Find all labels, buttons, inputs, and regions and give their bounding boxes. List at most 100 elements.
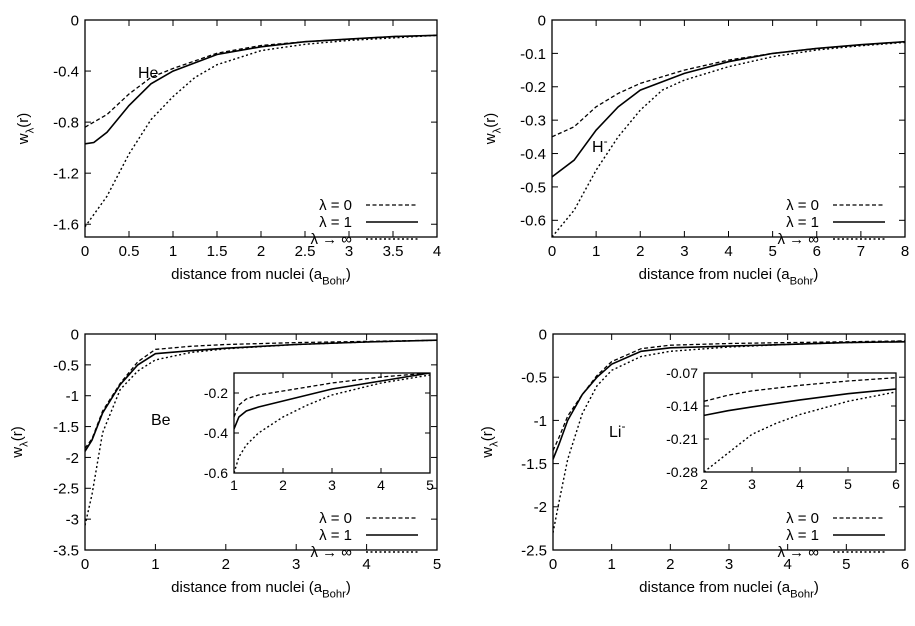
- panel-be-inset-y-tick-label: -0.4: [204, 425, 228, 441]
- panel-be-inset-x-tick-label: 4: [377, 477, 385, 493]
- panel-be-x-tick-label: 5: [433, 556, 441, 573]
- panel-li-inset-x-tick-label: 6: [892, 476, 900, 492]
- panel-h-series-line-1: [552, 40, 905, 178]
- panel-h-y-tick-label: 0: [538, 12, 546, 29]
- panel-he-x-tick-label: 2.5: [295, 243, 316, 260]
- panel-he-legend-label: λ = 1: [319, 214, 352, 231]
- panel-li-inset-x-tick-label: 5: [844, 476, 852, 492]
- panel-he-annotation: He: [138, 65, 159, 82]
- panel-h-frame: [551, 19, 906, 238]
- panel-h-annotation: H-: [592, 134, 608, 156]
- panel-h-x-tick-label: 8: [901, 243, 909, 260]
- panel-he-y-tick-label: -1.6: [53, 217, 79, 234]
- panel-li-inset: 2 3 4 5 6 -0.07 -0.14 -0.21 -0.28: [666, 365, 900, 492]
- panel-be-legend-label: λ → ∞: [310, 544, 352, 561]
- panel-li-inset-x-tick-label: 4: [796, 476, 804, 492]
- panel-he: 0 0.5 1 1.5 2 2.5 3 3.5 4 0 -0.4 -0.8 -1.2 -1.6 distan…: [15, 12, 441, 287]
- panel-li-inset-y-tick-label: -0.21: [666, 431, 698, 447]
- panel-be-annotation: Be: [151, 412, 171, 429]
- panel-he-series-line-2: [85, 34, 437, 228]
- panel-he-xlabel: distance from nuclei (aBohr): [171, 266, 351, 287]
- panel-be-y-tick-label: -1.5: [53, 419, 79, 436]
- panel-h-series-line-0: [552, 41, 905, 138]
- panel-he-y-tick-label: -0.8: [53, 115, 79, 132]
- panel-h-x-tick-label: 1: [592, 243, 600, 260]
- panel-be-inset-x-tick-label: 3: [328, 477, 336, 493]
- panel-be-x-tick-label: 2: [222, 556, 230, 573]
- panel-be-y-tick-label: -3.5: [53, 542, 79, 559]
- panel-li-y-tick-label: -2.5: [521, 542, 547, 559]
- panel-be-y-tick-label: -2.5: [53, 481, 79, 498]
- panel-h-y-tick-label: -0.1: [520, 46, 546, 63]
- panel-he-x-tick-label: 0.5: [119, 243, 140, 260]
- panel-be-inset-x-tick-label: 5: [426, 477, 434, 493]
- panel-li-inset-y-tick-label: -0.28: [666, 464, 698, 480]
- panel-be-x-tick-label: 1: [151, 556, 159, 573]
- panel-h-x-tick-label: 3: [680, 243, 688, 260]
- panel-li-series-line-0: [553, 340, 905, 451]
- panel-be-y-tick-label: -3: [66, 512, 79, 529]
- panel-h-y-tick-label: -0.5: [520, 179, 546, 196]
- panel-be-inset-x-tick-label: 2: [279, 477, 287, 493]
- panel-be-inset-series-line-1: [234, 373, 430, 430]
- panel-be-inset: 1 2 3 4 5 -0.2 -0.4 -0.6: [204, 372, 434, 493]
- panel-li-y-tick-label: -2: [534, 499, 547, 516]
- panel-be-legend-label: λ = 0: [319, 510, 352, 527]
- panel-he-ylabel: wλ(r): [15, 113, 36, 145]
- panel-h-x-tick-label: 4: [724, 243, 732, 260]
- panel-he-x-tick-label: 1: [169, 243, 177, 260]
- panel-h-legend-label: λ = 1: [786, 214, 819, 231]
- panel-li-y-tick-label: -0.5: [521, 370, 547, 387]
- panel-h-x-tick-label: 0: [548, 243, 556, 260]
- panel-li-inset-x-tick-label: 3: [748, 476, 756, 492]
- panel-li-x-tick-label: 5: [842, 556, 850, 573]
- panel-he-frame: [84, 19, 438, 238]
- panel-h-x-tick-label: 7: [857, 243, 865, 260]
- panel-li-ylabel: wλ(r): [479, 426, 500, 458]
- panel-he-x-tick-label: 3.5: [383, 243, 404, 260]
- panel-li-legend-label: λ = 1: [786, 527, 819, 544]
- panel-li: 0 1 2 3 4 5 6 0 -0.5 -1 -1.5 -2 -2.5 distance from nu…: [479, 326, 909, 600]
- panel-he-y-tick-label: -1.2: [53, 166, 79, 183]
- panel-be-y-tick-label: 0: [71, 326, 79, 343]
- panel-h-x-tick-label: 2: [636, 243, 644, 260]
- panel-be: 0 1 2 3 4 5 0 -0.5 -1 -1.5 -2 -2.5 -3 -3.5 distance fr…: [9, 326, 441, 600]
- panel-h-series-line-2: [552, 41, 905, 237]
- panel-li-x-tick-label: 1: [607, 556, 615, 573]
- panel-be-ylabel: wλ(r): [9, 426, 30, 458]
- panel-li-y-tick-label: 0: [539, 326, 547, 343]
- panel-h-legend-label: λ = 0: [786, 197, 819, 214]
- panel-be-x-tick-label: 4: [362, 556, 370, 573]
- panel-he-x-tick-label: 3: [345, 243, 353, 260]
- panel-he-series-line-1: [85, 34, 437, 145]
- panel-he-y-tick-label: 0: [71, 12, 79, 29]
- panel-be-inset-x-tick-label: 1: [230, 477, 238, 493]
- panel-be-inset-series-line-0: [234, 373, 430, 418]
- panel-li-series-line-2: [553, 340, 905, 533]
- panel-li-x-tick-label: 6: [901, 556, 909, 573]
- panel-be-inset-series-line-2: [234, 374, 430, 473]
- panel-li-inset-series-line-1: [704, 388, 896, 417]
- panel-li-y-tick-label: -1.5: [521, 456, 547, 473]
- panel-he-x-tick-label: 2: [257, 243, 265, 260]
- panel-he-legend-label: λ → ∞: [310, 231, 352, 248]
- panel-be-y-tick-label: -2: [66, 450, 79, 467]
- panel-he-x-tick-label: 4: [433, 243, 441, 260]
- panel-li-xlabel: distance from nuclei (aBohr): [639, 579, 819, 600]
- panel-h-y-tick-label: -0.3: [520, 113, 546, 130]
- panel-be-xlabel: distance from nuclei (aBohr): [171, 579, 351, 600]
- panel-h-legend-label: λ → ∞: [777, 231, 819, 248]
- panel-h: 0 1 2 3 4 5 6 7 8 0 -0.1 -0.2 -0.3 -0.4 -0.5 -0.6 distan…: [482, 12, 909, 287]
- panel-li-annotation: Li-: [609, 419, 625, 441]
- panel-be-inset-y-tick-label: -0.6: [204, 465, 228, 481]
- panel-h-x-tick-label: 5: [768, 243, 776, 260]
- panel-li-inset-series-line-0: [704, 377, 896, 402]
- panel-be-frame: [84, 333, 438, 551]
- panel-be-y-tick-label: -1: [66, 388, 79, 405]
- panel-li-inset-x-tick-label: 2: [700, 476, 708, 492]
- panel-be-legend-label: λ = 1: [319, 527, 352, 544]
- panel-he-y-tick-label: -0.4: [53, 63, 79, 80]
- panel-h-xlabel: distance from nuclei (aBohr): [639, 266, 819, 287]
- panel-h-y-tick-label: -0.4: [520, 146, 546, 163]
